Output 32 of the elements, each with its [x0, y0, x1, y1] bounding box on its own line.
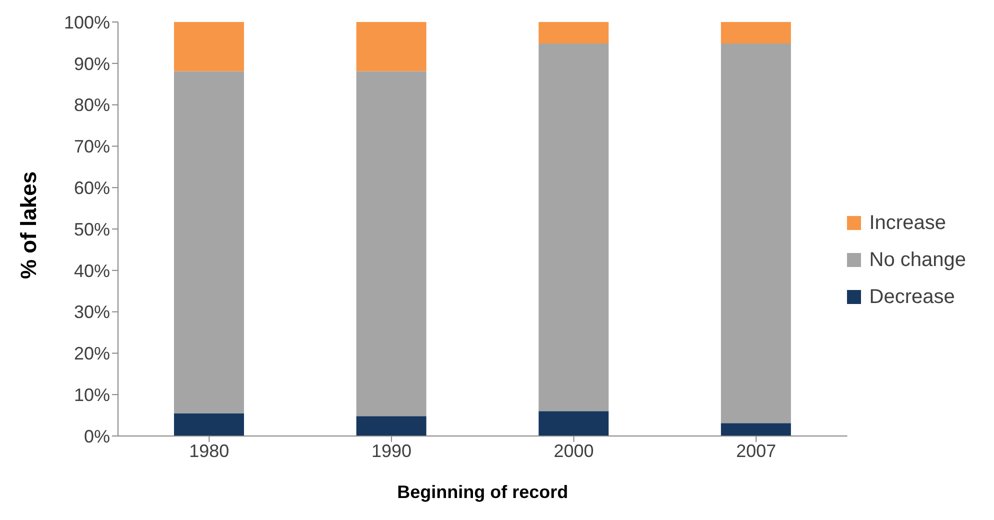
- bar: [720, 22, 791, 44]
- x-tick-label: 2000: [554, 440, 594, 461]
- legend-label: No change: [869, 248, 966, 272]
- bar: [356, 22, 426, 72]
- bar: [174, 413, 244, 436]
- legend-label: Decrease: [869, 286, 955, 308]
- bar: [720, 44, 791, 424]
- legend-label: Increase: [869, 212, 946, 234]
- bar: [538, 44, 609, 412]
- bar: [174, 71, 244, 414]
- y-tick-label: 100%: [64, 12, 110, 32]
- bar: [356, 416, 426, 436]
- x-tick-label: 2007: [736, 440, 776, 461]
- y-tick-label: 30%: [74, 302, 110, 322]
- y-tick-label: 70%: [74, 136, 110, 157]
- bar: [538, 22, 609, 44]
- bar: [720, 423, 791, 436]
- y-tick-label: 60%: [74, 178, 110, 198]
- y-tick-label: 50%: [74, 219, 110, 240]
- x-axis-title: Beginning of record: [397, 482, 568, 502]
- y-tick-label: 0%: [84, 426, 110, 446]
- x-tick-label: 1990: [371, 440, 412, 461]
- y-tick-label: 40%: [74, 260, 110, 281]
- y-tick-label: 90%: [74, 54, 110, 74]
- bar: [174, 22, 244, 72]
- y-axis-title: % of lakes: [16, 171, 41, 279]
- y-tick-label: 80%: [74, 95, 110, 116]
- y-tick-label: 10%: [74, 384, 110, 405]
- y-tick-label: 20%: [74, 344, 110, 364]
- x-tick-label: 1980: [189, 440, 230, 461]
- bar: [538, 411, 609, 436]
- bar: [356, 71, 426, 416]
